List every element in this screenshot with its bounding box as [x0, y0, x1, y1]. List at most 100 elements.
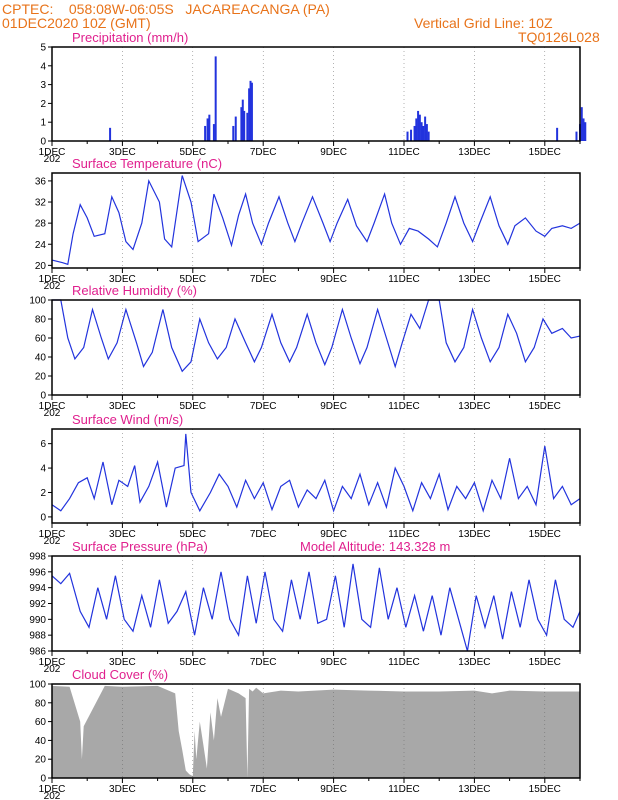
- wind-xtick-label: 5DEC: [179, 529, 206, 540]
- cloud-year-fragment: 202: [44, 791, 61, 800]
- pressure-xtick-label: 7DEC: [250, 657, 277, 668]
- cloud-ytick-label: 100: [29, 680, 46, 691]
- cloud-frame: [51, 683, 581, 779]
- temperature-xtick-label: 11DEC: [388, 274, 420, 285]
- precipitation-bar: [556, 127, 559, 141]
- humidity-title: Relative Humidity (%): [72, 283, 197, 298]
- precipitation-bar: [208, 114, 211, 141]
- humidity-ytick-label: 0: [40, 391, 46, 402]
- pressure-panel: 986 988 990 992 994 996 998 1DEC 3DEC 5DEC 7DEC 9DE…: [29, 539, 581, 675]
- precipitation-bar: [240, 107, 243, 141]
- header-code: TQ0126L028: [518, 29, 600, 45]
- precipitation-bar: [214, 56, 217, 141]
- temperature-panel: 20 24 28 32 36 1DEC 3DEC 5DEC 7DEC 9DEC 11DEC 13DEC…: [35, 156, 581, 292]
- cloud-xtick-label: 7DEC: [250, 784, 277, 795]
- cloud-ytick-label: 60: [35, 717, 47, 728]
- cloud-title: Cloud Cover (%): [72, 667, 168, 682]
- humidity-xtick-label: 15DEC: [529, 401, 561, 412]
- temperature-ytick-label: 36: [35, 176, 47, 187]
- precipitation-panel: 0 1 2 3 4 5 1DEC 3DEC 5DEC 7DEC 9DEC 11DEC 13DEC 15DE…: [39, 30, 587, 165]
- temperature-ytick-label: 20: [35, 261, 47, 272]
- precipitation-bar: [204, 125, 207, 141]
- wind-xtick-label: 13DEC: [458, 529, 490, 540]
- temperature-year-fragment: 202: [44, 281, 61, 292]
- pressure-frame: [51, 555, 581, 652]
- precipitation-xtick-label: 5DEC: [179, 147, 206, 158]
- humidity-xtick-label: 5DEC: [179, 401, 206, 412]
- precipitation-bar: [413, 125, 416, 141]
- precipitation-bar: [424, 116, 427, 141]
- precipitation-bar: [249, 80, 252, 141]
- precipitation-ytick-label: 0: [40, 137, 46, 148]
- cloud-xtick-label: 15DEC: [529, 784, 561, 795]
- temperature-xtick-label: 13DEC: [458, 274, 490, 285]
- pressure-ytick-label: 994: [29, 583, 46, 594]
- precipitation-bar: [243, 110, 246, 141]
- precipitation-bar: [422, 125, 425, 141]
- header-grid-note: Vertical Grid Line: 10Z: [414, 15, 553, 31]
- pressure-xtick-label: 3DEC: [109, 657, 136, 668]
- cloud-xtick-label: 9DEC: [320, 784, 347, 795]
- header-location: CPTEC: 058:08W-06:05S JACAREACANGA (PA): [2, 1, 330, 17]
- humidity-xtick-label: 7DEC: [250, 401, 277, 412]
- pressure-xtick-label: 15DEC: [529, 657, 561, 668]
- pressure-xtick-label: 1DEC: [39, 657, 66, 668]
- precipitation-bar: [109, 127, 112, 141]
- pressure-line: [51, 563, 581, 652]
- humidity-xtick-label: 9DEC: [320, 401, 347, 412]
- wind-ytick-label: 4: [40, 464, 46, 475]
- wind-xtick-label: 7DEC: [250, 529, 277, 540]
- wind-title: Surface Wind (m/s): [72, 412, 183, 427]
- humidity-ytick-label: 80: [35, 315, 47, 326]
- precipitation-bar: [234, 116, 237, 141]
- humidity-ytick-label: 40: [35, 353, 47, 364]
- precipitation-bar: [248, 88, 251, 141]
- cloud-ytick-label: 40: [35, 736, 47, 747]
- precipitation-bar: [212, 124, 215, 141]
- precipitation-year-fragment: 202: [44, 154, 61, 165]
- precipitation-ytick-label: 4: [40, 61, 46, 72]
- wind-xtick-label: 9DEC: [320, 529, 347, 540]
- cloud-xtick-label: 13DEC: [458, 784, 490, 795]
- pressure-ytick-label: 992: [29, 599, 46, 610]
- cloud-ytick-label: 20: [35, 755, 47, 766]
- precipitation-bar: [241, 99, 244, 141]
- wind-frame: [51, 428, 581, 524]
- precipitation-bar: [415, 118, 418, 141]
- pressure-xtick-label: 5DEC: [179, 657, 206, 668]
- precipitation-bar: [427, 131, 430, 141]
- wind-xtick-label: 15DEC: [529, 529, 561, 540]
- temperature-ytick-label: 24: [35, 240, 47, 251]
- wind-year-fragment: 202: [44, 536, 61, 547]
- humidity-xtick-label: 3DEC: [109, 401, 136, 412]
- pressure-xtick-label: 13DEC: [458, 657, 490, 668]
- humidity-ytick-label: 20: [35, 372, 47, 383]
- precipitation-frame: [51, 46, 581, 142]
- temperature-xtick-label: 15DEC: [529, 274, 561, 285]
- precipitation-ytick-label: 2: [40, 99, 46, 110]
- wind-panel: 0 2 4 6 1DEC 3DEC 5DEC 7DEC 9DEC 11DEC 13DEC 15DEC 2…: [39, 412, 581, 547]
- precipitation-bar: [425, 124, 428, 141]
- cloud-ytick-label: 80: [35, 698, 47, 709]
- precipitation-bar: [582, 118, 585, 141]
- precipitation-ytick-label: 1: [40, 118, 46, 129]
- wind-line: [51, 433, 581, 513]
- pressure-ytick-label: 986: [29, 647, 46, 658]
- humidity-ytick-label: 60: [35, 334, 47, 345]
- precipitation-ytick-label: 5: [40, 43, 46, 54]
- temperature-xtick-label: 7DEC: [250, 274, 277, 285]
- cloud-xtick-label: 5DEC: [179, 784, 206, 795]
- precipitation-bar: [420, 122, 423, 141]
- pressure-ytick-label: 990: [29, 615, 46, 626]
- precipitation-title: Precipitation (mm/h): [72, 30, 188, 45]
- humidity-year-fragment: 202: [44, 408, 61, 419]
- precipitation-xtick-label: 7DEC: [250, 147, 277, 158]
- temperature-title: Surface Temperature (nC): [72, 156, 222, 171]
- precipitation-bar: [418, 114, 421, 141]
- precipitation-bar: [232, 125, 235, 141]
- humidity-ytick-label: 100: [29, 296, 46, 307]
- temperature-xtick-label: 9DEC: [320, 274, 347, 285]
- precipitation-bar: [580, 107, 583, 141]
- precipitation-bar: [410, 129, 413, 141]
